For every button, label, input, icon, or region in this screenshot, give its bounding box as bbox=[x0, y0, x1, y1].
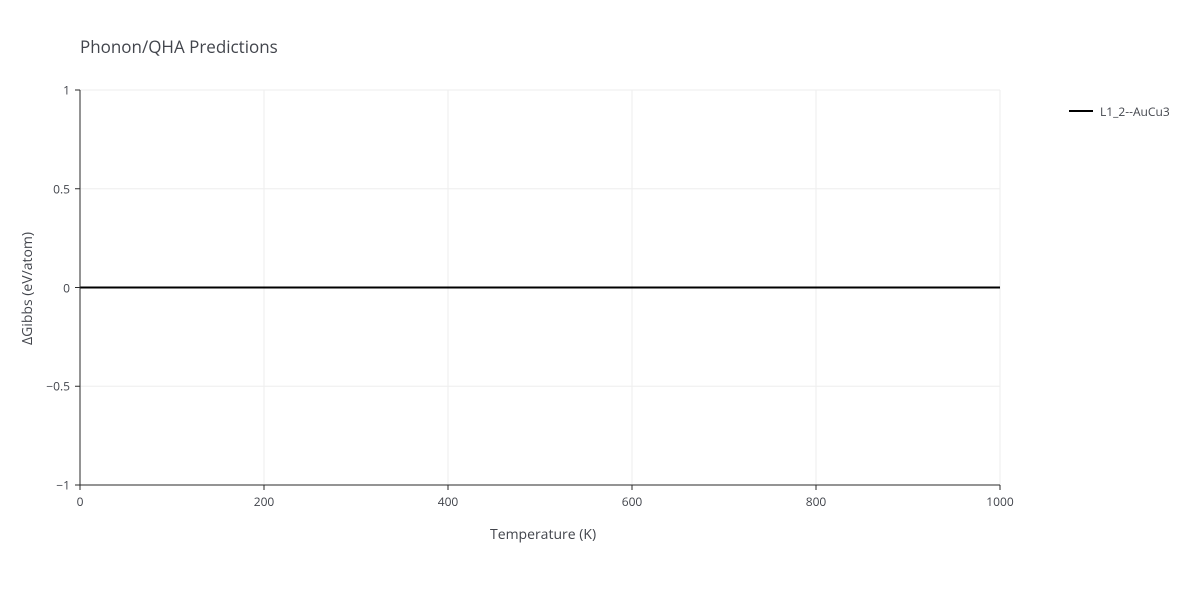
y-tick-label: −1 bbox=[56, 477, 70, 494]
legend-series-label: L1_2--AuCu3 bbox=[1100, 103, 1170, 120]
y-axis-label: ΔGibbs (eV/atom) bbox=[18, 232, 37, 345]
x-tick-label: 800 bbox=[806, 493, 827, 510]
y-tick-label: 0 bbox=[63, 279, 70, 296]
plot-area bbox=[0, 0, 1200, 600]
y-tick-label: 1 bbox=[63, 82, 70, 99]
legend-swatch bbox=[1068, 106, 1094, 116]
y-tick-label: 0.5 bbox=[53, 180, 70, 197]
y-tick-label: −0.5 bbox=[46, 378, 70, 395]
chart-container: { "chart": { "type": "line", "title": "P… bbox=[0, 0, 1200, 600]
x-tick-label: 600 bbox=[622, 493, 643, 510]
x-tick-label: 1000 bbox=[986, 493, 1013, 510]
x-tick-label: 200 bbox=[254, 493, 275, 510]
x-tick-label: 0 bbox=[77, 493, 84, 510]
x-axis-label: Temperature (K) bbox=[490, 525, 596, 544]
x-tick-label: 400 bbox=[438, 493, 459, 510]
